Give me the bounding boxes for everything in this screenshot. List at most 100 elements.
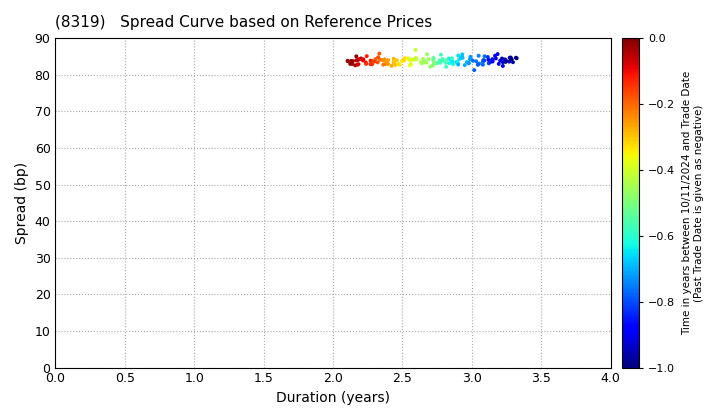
Point [379,56,390,63]
Point [452,52,464,59]
Point [364,60,376,67]
Text: (8319)   Spread Curve based on Reference Prices: (8319) Spread Curve based on Reference P… [55,15,433,30]
Point [405,56,417,63]
Point [437,58,449,64]
Point [421,51,433,58]
Point [505,54,516,61]
Point [410,55,421,62]
Point [433,57,445,64]
Point [377,61,389,68]
Point [396,58,408,65]
Point [410,55,422,61]
Point [358,56,369,63]
Point [360,59,372,66]
X-axis label: Duration (years): Duration (years) [276,391,390,405]
Point [456,51,468,58]
Point [366,58,378,65]
Point [396,58,408,64]
Point [421,59,433,66]
Point [487,56,498,63]
Point [465,55,477,62]
Point [399,55,410,61]
Point [423,56,434,63]
Point [428,61,440,68]
Point [474,60,485,67]
Point [369,56,381,63]
Point [418,58,430,64]
Point [496,55,508,62]
Point [505,56,517,63]
Point [424,63,436,70]
Point [456,54,468,61]
Point [382,60,394,67]
Point [386,63,397,69]
Point [446,58,458,65]
Point [388,59,400,66]
Point [487,58,498,65]
Point [500,59,511,66]
Point [444,56,456,63]
Point [410,56,422,63]
Point [405,60,417,67]
Point [372,54,384,60]
Point [351,57,362,64]
Point [394,61,405,68]
Point [493,60,505,67]
Point [346,60,358,67]
Point [365,57,377,64]
Point [379,60,391,67]
Point [430,60,441,66]
Point [467,58,479,64]
Point [507,59,518,66]
Point [354,55,366,62]
Point [499,56,510,63]
Point [381,59,392,66]
Point [349,62,361,68]
Point [388,55,400,62]
Point [459,62,471,68]
Point [380,58,392,65]
Point [410,47,421,53]
Y-axis label: Spread (bp): Spread (bp) [15,162,29,244]
Point [428,58,439,64]
Point [408,56,419,63]
Point [473,52,485,59]
Point [390,62,401,68]
Point [392,60,404,67]
Point [446,58,458,65]
Point [398,57,410,63]
Point [346,58,357,64]
Point [369,58,380,65]
Point [482,56,494,63]
Point [452,61,464,68]
Point [451,59,462,66]
Point [351,53,362,60]
Point [377,57,388,63]
Point [427,62,438,69]
Point [441,63,452,70]
Point [477,58,489,65]
Point [428,55,439,61]
Point [444,60,455,66]
Point [486,57,498,63]
Point [477,57,489,63]
Point [470,58,482,65]
Point [374,56,386,63]
Y-axis label: Time in years between 10/11/2024 and Trade Date
(Past Trade Date is given as neg: Time in years between 10/11/2024 and Tra… [682,71,703,335]
Point [447,61,459,68]
Point [472,61,484,68]
Point [355,55,366,62]
Point [419,58,431,65]
Point [472,61,484,68]
Point [500,58,512,64]
Point [440,60,451,66]
Point [495,58,506,64]
Point [469,67,480,74]
Point [351,61,363,68]
Point [443,55,454,62]
Point [366,61,378,68]
Point [464,56,476,63]
Point [353,61,364,68]
Point [417,55,428,62]
Point [510,54,522,61]
